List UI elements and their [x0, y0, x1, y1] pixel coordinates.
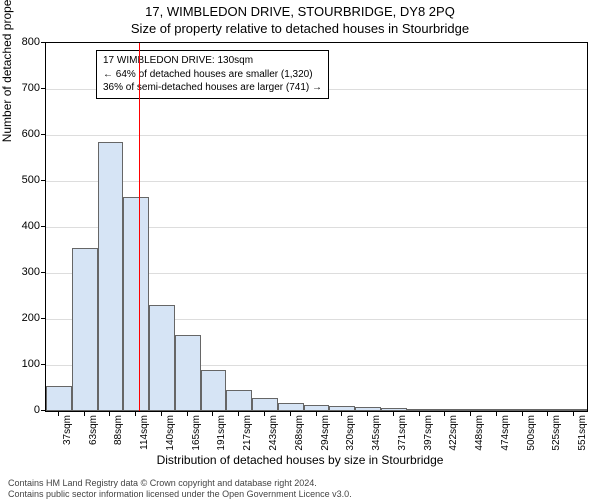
x-axis-label: Distribution of detached houses by size … [0, 453, 600, 467]
xtick-label: 320sqm [345, 415, 356, 455]
xtick-label: 448sqm [474, 415, 485, 455]
histogram-bar [149, 305, 175, 411]
xtick-label: 422sqm [448, 415, 459, 455]
annotation-line-3: 36% of semi-detached houses are larger (… [103, 81, 322, 95]
xtick-label: 217sqm [242, 415, 253, 455]
address-title: 17, WIMBLEDON DRIVE, STOURBRIDGE, DY8 2P… [0, 4, 600, 19]
xtick-label: 551sqm [577, 415, 588, 455]
xtick-label: 165sqm [191, 415, 202, 455]
histogram-bar [252, 398, 278, 411]
histogram-bar [46, 386, 72, 411]
histogram-chart: 17 WIMBLEDON DRIVE: 130sqm ← 64% of deta… [45, 42, 588, 412]
y-axis-label: Number of detached properties [0, 0, 14, 142]
histogram-bar [510, 409, 536, 411]
xtick-label: 294sqm [320, 415, 331, 455]
histogram-bar [432, 409, 458, 411]
histogram-bar [355, 407, 381, 411]
xtick-label: 37sqm [62, 415, 73, 455]
xtick-label: 345sqm [371, 415, 382, 455]
footer-attribution: Contains HM Land Registry data © Crown c… [8, 478, 352, 500]
annotation-line-2: ← 64% of detached houses are smaller (1,… [103, 68, 322, 82]
histogram-bar [123, 197, 149, 411]
xtick-label: 191sqm [216, 415, 227, 455]
ytick-label: 400 [5, 220, 40, 232]
subtitle: Size of property relative to detached ho… [0, 21, 600, 36]
xtick-label: 474sqm [500, 415, 511, 455]
xtick-label: 140sqm [165, 415, 176, 455]
histogram-bar [329, 406, 355, 411]
xtick-label: 88sqm [113, 415, 124, 455]
histogram-bar [201, 370, 227, 411]
histogram-bar [98, 142, 124, 411]
ytick-label: 800 [5, 36, 40, 48]
histogram-bar [561, 409, 587, 411]
xtick-label: 397sqm [423, 415, 434, 455]
histogram-bar [458, 409, 484, 411]
ytick-label: 0 [5, 404, 40, 416]
ytick-label: 300 [5, 266, 40, 278]
histogram-bar [72, 248, 98, 411]
histogram-bar [381, 408, 407, 411]
xtick-label: 63sqm [88, 415, 99, 455]
histogram-bar [484, 409, 510, 411]
xtick-label: 243sqm [268, 415, 279, 455]
ytick-label: 100 [5, 358, 40, 370]
histogram-bar [535, 409, 561, 411]
histogram-bar [304, 405, 330, 411]
xtick-label: 500sqm [526, 415, 537, 455]
chart-header: 17, WIMBLEDON DRIVE, STOURBRIDGE, DY8 2P… [0, 0, 600, 36]
annotation-line-1: 17 WIMBLEDON DRIVE: 130sqm [103, 54, 322, 68]
histogram-bar [407, 409, 433, 411]
footer-line-2: Contains public sector information licen… [8, 489, 352, 500]
marker-line [139, 43, 140, 411]
ytick-label: 700 [5, 82, 40, 94]
histogram-bar [175, 335, 201, 411]
ytick-label: 500 [5, 174, 40, 186]
histogram-bar [278, 403, 304, 411]
xtick-label: 114sqm [139, 415, 150, 455]
footer-line-1: Contains HM Land Registry data © Crown c… [8, 478, 352, 489]
xtick-label: 525sqm [551, 415, 562, 455]
ytick-label: 200 [5, 312, 40, 324]
xtick-label: 268sqm [294, 415, 305, 455]
annotation-box: 17 WIMBLEDON DRIVE: 130sqm ← 64% of deta… [96, 50, 329, 99]
histogram-bar [226, 390, 252, 411]
ytick-label: 600 [5, 128, 40, 140]
xtick-label: 371sqm [397, 415, 408, 455]
